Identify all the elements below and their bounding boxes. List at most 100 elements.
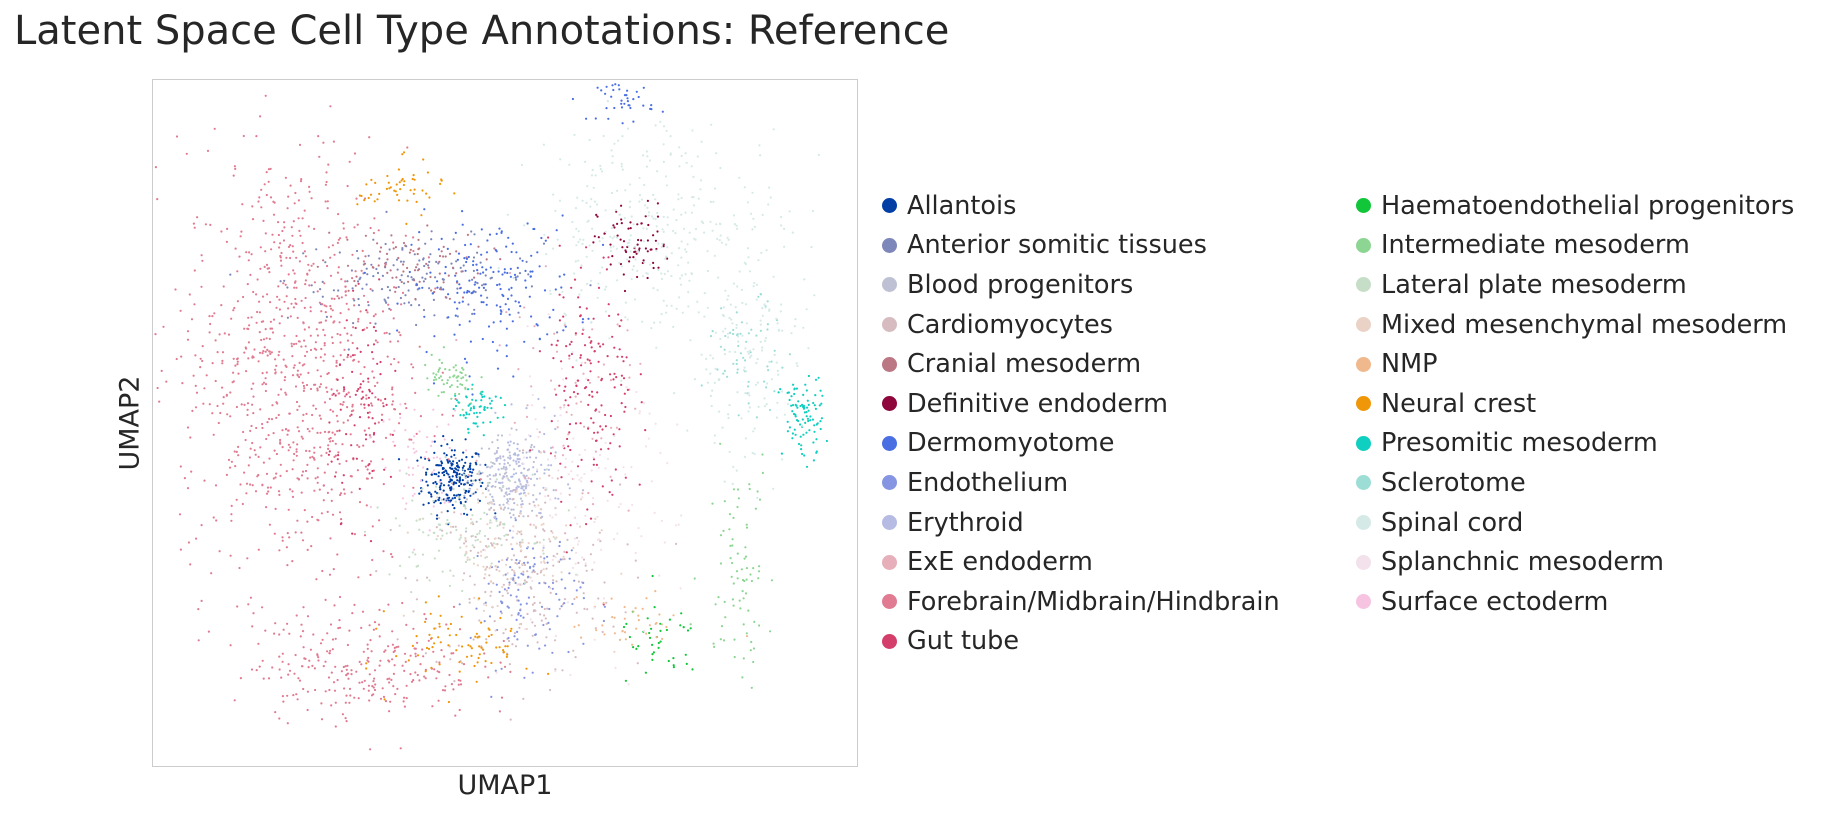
data-point bbox=[558, 540, 561, 544]
data-point bbox=[567, 473, 570, 476]
data-point bbox=[590, 469, 593, 472]
data-point bbox=[377, 623, 381, 626]
data-point bbox=[356, 469, 359, 472]
data-point bbox=[602, 343, 605, 346]
data-point bbox=[601, 243, 605, 246]
data-point bbox=[342, 390, 345, 393]
data-point bbox=[209, 322, 212, 326]
data-point bbox=[753, 620, 756, 624]
data-point bbox=[517, 515, 521, 518]
data-point bbox=[504, 573, 507, 576]
series-points bbox=[356, 151, 550, 704]
data-point bbox=[737, 340, 740, 343]
data-point bbox=[558, 199, 562, 202]
data-point bbox=[389, 308, 392, 311]
data-point bbox=[247, 464, 250, 467]
data-point bbox=[478, 635, 481, 638]
data-point bbox=[482, 271, 485, 274]
data-point bbox=[267, 267, 271, 270]
data-point bbox=[323, 401, 327, 404]
data-point bbox=[727, 238, 730, 241]
data-point bbox=[413, 253, 416, 256]
data-point bbox=[319, 288, 322, 291]
data-point bbox=[395, 286, 398, 289]
data-point bbox=[556, 331, 559, 334]
data-point bbox=[625, 622, 628, 626]
data-point bbox=[207, 630, 210, 633]
data-point bbox=[435, 517, 439, 520]
data-point bbox=[506, 493, 509, 496]
data-point bbox=[473, 596, 476, 600]
data-point bbox=[486, 555, 489, 559]
data-point bbox=[322, 141, 325, 144]
legend-label: Blood progenitors bbox=[907, 269, 1134, 300]
data-point bbox=[402, 270, 405, 273]
data-point bbox=[468, 466, 471, 469]
data-point bbox=[369, 288, 372, 291]
data-point bbox=[502, 503, 505, 506]
data-point bbox=[481, 266, 484, 269]
data-point bbox=[430, 238, 433, 241]
data-point bbox=[423, 675, 426, 678]
legend-item: Dermomyotome bbox=[882, 424, 1280, 464]
data-point bbox=[323, 471, 326, 474]
data-point bbox=[371, 469, 374, 473]
data-point bbox=[591, 249, 594, 252]
data-point bbox=[571, 351, 574, 354]
data-point bbox=[461, 210, 464, 213]
data-point bbox=[175, 135, 179, 138]
data-point bbox=[303, 328, 306, 331]
data-point bbox=[388, 677, 391, 680]
data-point bbox=[498, 227, 501, 230]
data-point bbox=[269, 301, 272, 304]
data-point bbox=[368, 472, 371, 475]
data-point bbox=[331, 513, 335, 516]
data-point bbox=[507, 586, 510, 590]
data-point bbox=[412, 610, 415, 613]
data-point bbox=[464, 374, 467, 377]
data-point bbox=[516, 503, 519, 506]
data-point bbox=[433, 642, 436, 645]
data-point bbox=[634, 607, 637, 610]
data-point bbox=[325, 451, 328, 454]
data-point bbox=[306, 463, 309, 466]
data-point bbox=[357, 320, 360, 323]
series-points bbox=[700, 293, 792, 419]
data-point bbox=[383, 650, 386, 653]
data-point bbox=[503, 534, 506, 537]
data-point bbox=[731, 482, 734, 485]
legend-item: Spinal cord bbox=[1356, 503, 1794, 543]
data-point bbox=[332, 568, 335, 571]
data-point bbox=[653, 321, 656, 324]
data-point bbox=[490, 461, 493, 464]
data-point bbox=[478, 619, 481, 622]
data-point bbox=[394, 290, 397, 293]
data-point bbox=[533, 570, 536, 574]
data-point bbox=[726, 298, 729, 301]
data-point bbox=[761, 453, 764, 456]
data-point bbox=[235, 405, 238, 409]
data-point bbox=[513, 571, 516, 575]
data-point bbox=[491, 543, 494, 546]
data-point bbox=[508, 451, 511, 454]
data-point bbox=[772, 275, 775, 278]
data-point bbox=[491, 605, 494, 609]
data-point bbox=[629, 234, 632, 237]
data-point bbox=[448, 584, 451, 587]
data-point bbox=[540, 619, 543, 622]
series-points bbox=[622, 574, 694, 682]
legend-swatch bbox=[1356, 198, 1371, 214]
data-point bbox=[797, 442, 801, 446]
data-point bbox=[625, 356, 628, 359]
data-point bbox=[422, 257, 425, 260]
data-point bbox=[279, 438, 282, 442]
data-point bbox=[558, 607, 561, 610]
data-point bbox=[737, 414, 740, 417]
data-point bbox=[621, 246, 624, 249]
data-point bbox=[237, 372, 240, 375]
data-point bbox=[474, 539, 477, 542]
data-point bbox=[618, 88, 621, 91]
data-point bbox=[251, 218, 255, 221]
data-point bbox=[556, 238, 559, 241]
data-point bbox=[256, 475, 259, 478]
